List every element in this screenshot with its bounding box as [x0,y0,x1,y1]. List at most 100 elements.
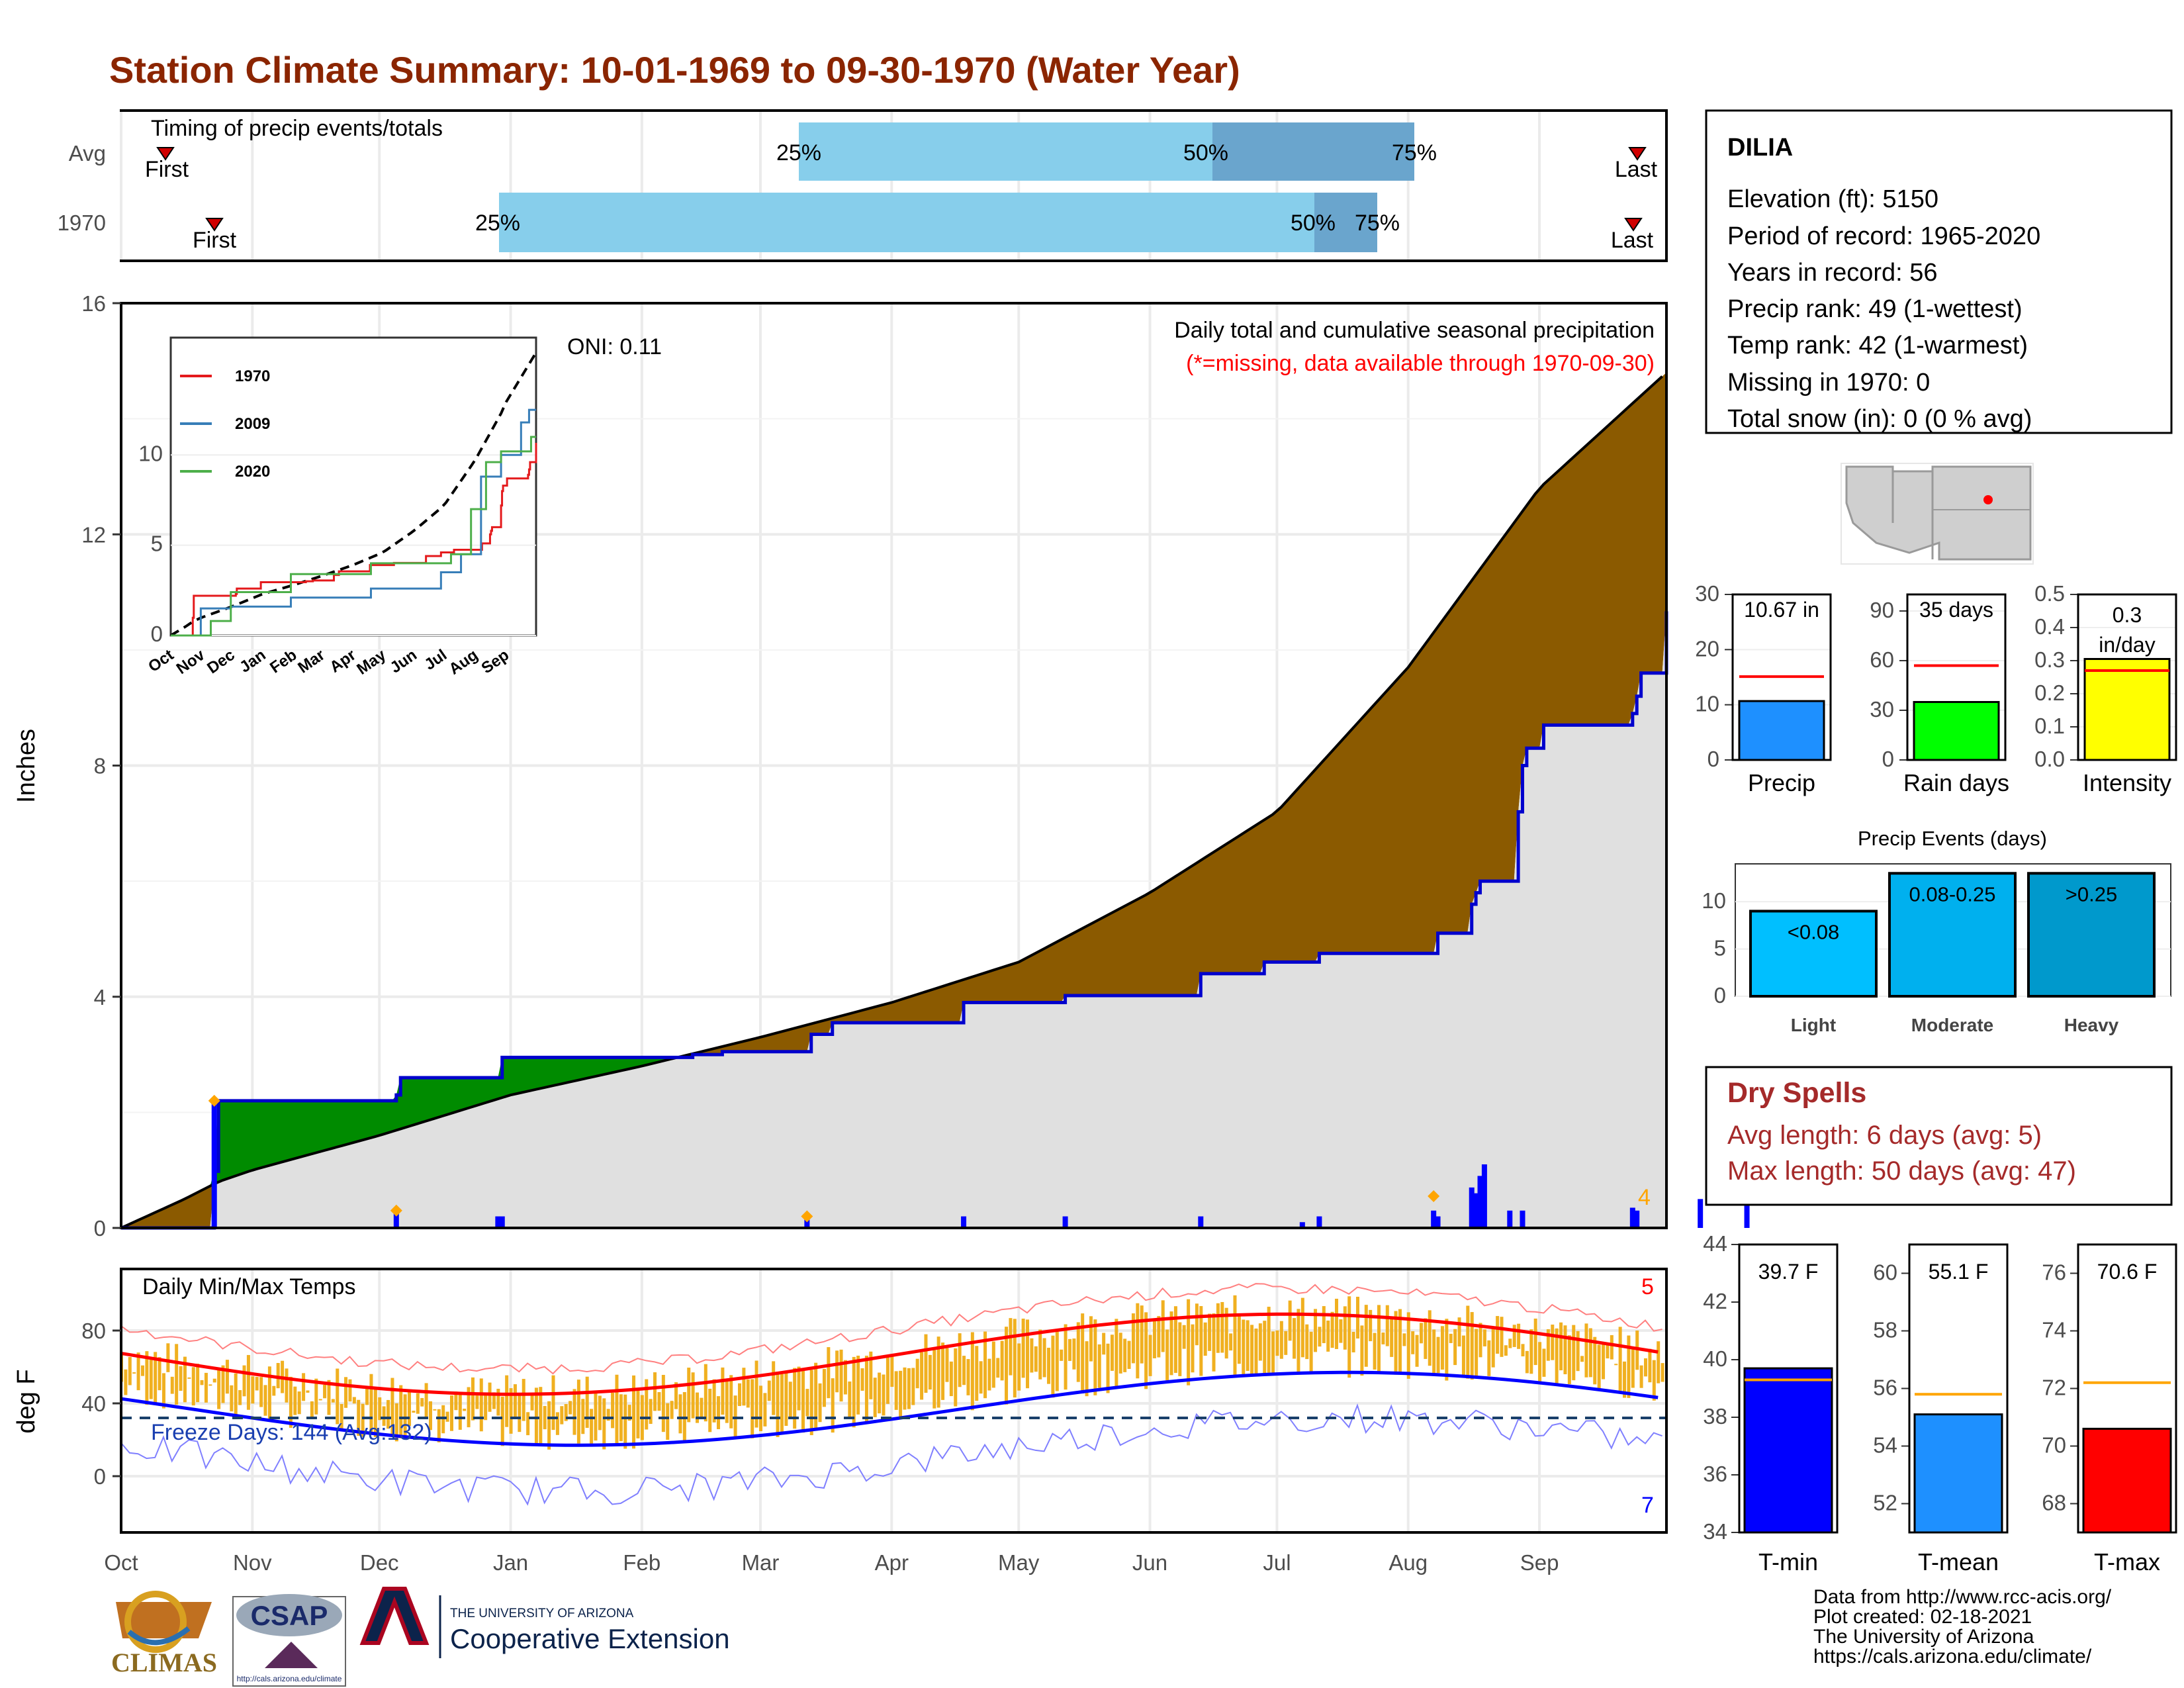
daily-temp-bar [979,1361,983,1394]
daily-temp-bar [496,1388,500,1416]
climas-wordmark: CLIMAS [111,1648,217,1677]
events-category-heavy: Heavy [2064,1015,2119,1035]
daily-temp-bar [649,1399,653,1425]
daily-temp-bar [154,1352,158,1403]
daily-temp-bar [920,1352,924,1400]
timing-row-avg: Avg [69,141,106,165]
timing-1970-50-75 [1314,193,1377,252]
daily-temp-bar [1466,1305,1470,1379]
daily-temp-bar [776,1372,780,1437]
timing-avg-25-50 [799,122,1212,181]
daily-temp-bar [1449,1333,1453,1343]
daily-temp-bar [632,1375,636,1449]
temp-bar-tick-T-max: 70 [2042,1433,2066,1458]
daily-temp-bar [704,1364,707,1422]
oni-label: ONI: 0.11 [567,334,662,359]
daily-temp-bar [1385,1305,1389,1346]
daily-temp-bar [1161,1300,1165,1352]
temp-bar-label-t-mean: T-mean [1918,1548,1999,1575]
daily-temp-bar [590,1409,594,1444]
daily-temp-bar [1144,1312,1148,1389]
daily-temp-bar [1136,1303,1140,1379]
daily-temp-bar [1436,1336,1440,1374]
daily-temp-bar [136,1352,140,1391]
daily-temp-bar [500,1396,504,1446]
daily-temp-bar [429,1401,432,1430]
summary-frame [1731,593,1832,761]
daily-temp-bar [276,1362,280,1389]
daily-temp-bar [1639,1365,1643,1388]
daily-temp-bar [1648,1348,1652,1383]
temp-bar-tick-T-min: 40 [1703,1346,1727,1371]
daily-temp-bar [1542,1348,1546,1377]
events-bin-label: 0.08-0.25 [1909,882,1996,906]
avg-last-label: Last [1615,157,1658,182]
daily-temp-bar [1110,1335,1114,1371]
daily-temp-bar [1021,1318,1025,1378]
daily-temp-bar [717,1396,721,1429]
cold-count-label: 7 [1641,1493,1654,1518]
daily-temp-bar [611,1393,615,1429]
footer-credits: Data from http://www.rcc-acis.org/ Plot … [1813,1586,2112,1667]
temp-bar-t-mean [1913,1413,2003,1534]
precip-count-label: 4 [1638,1185,1651,1210]
events-bar-moderate [1888,872,2017,998]
y1970-25-label: 25% [475,211,520,236]
daily-precip-bar [1316,1216,1322,1228]
daily-temp-bar [1508,1338,1512,1348]
average-cumulative-line [120,375,1663,1229]
events-ytick: 5 [1714,936,1726,961]
daily-temp-bar [1555,1328,1559,1385]
daily-temp-bar [1461,1335,1465,1376]
daily-temp-bar [860,1368,864,1391]
station-line-temp-rank: Temp rank: 42 (1-warmest) [1727,332,2028,359]
daily-temp-bar [555,1412,559,1435]
temp-bar-tick-T-max: 74 [2042,1318,2066,1342]
csap-cloud [236,1594,342,1636]
page-title: Station Climate Summary: 10-01-1969 to 0… [109,49,1240,91]
daily-temp-bar [161,1373,165,1409]
daily-temp-bar [365,1385,369,1405]
daily-temp-bar [928,1354,932,1390]
temp-bar-tick-T-mean: 56 [1873,1376,1897,1400]
month-label-apr: Apr [875,1550,909,1575]
events-bin-label: <0.08 [1788,920,1839,943]
daily-temp-bar [645,1379,649,1430]
daily-temp-bar [691,1372,695,1419]
daily-temp-bar [1060,1349,1064,1361]
daily-temp-bar [1593,1336,1597,1385]
daily-precip-bar [499,1216,505,1228]
daily-temp-bar [729,1375,733,1429]
daily-temp-bar [204,1372,208,1403]
daily-temp-bar [852,1356,856,1428]
footer-line-url: https://cals.arizona.edu/climate/ [1813,1646,2092,1667]
daily-temp-bar [801,1370,805,1433]
daily-temp-bar [1347,1296,1351,1378]
temp-bar-t-max [2082,1427,2172,1534]
daily-temp-bar [1178,1322,1182,1376]
daily-temp-bar [1563,1325,1567,1375]
freeze-days-label: Freeze Days: 144 (Avg:132) [151,1420,432,1445]
daily-temp-bar [1284,1331,1288,1355]
daily-temp-bar [899,1370,903,1418]
inset-series-2020 [171,436,536,637]
daily-temp-bar [678,1394,682,1434]
temp-bar-value-t-max: 70.6 F [2097,1260,2158,1284]
daily-temp-bar [191,1367,195,1406]
daily-temp-bar [856,1355,860,1415]
daily-temp-bar [708,1388,712,1432]
daily-precip-bar [211,1100,217,1228]
station-line-precip-rank: Precip rank: 49 (1-wettest) [1727,295,2023,323]
events-category-light: Light [1791,1015,1836,1035]
daily-temp-bar [1224,1307,1228,1359]
daily-temp-bar [907,1368,911,1409]
daily-temp-bar [1351,1331,1355,1352]
events-bar-light [1749,910,1878,998]
daily-temp-bar [1009,1318,1013,1376]
ua-block-a [359,1587,430,1645]
station-name: DILIA [1727,134,1793,162]
daily-temp-bar [1089,1316,1093,1362]
daily-temp-bar [594,1392,598,1441]
daily-temp-bar [1165,1329,1169,1381]
ua-cooperative-extension: Cooperative Extension [450,1623,730,1654]
